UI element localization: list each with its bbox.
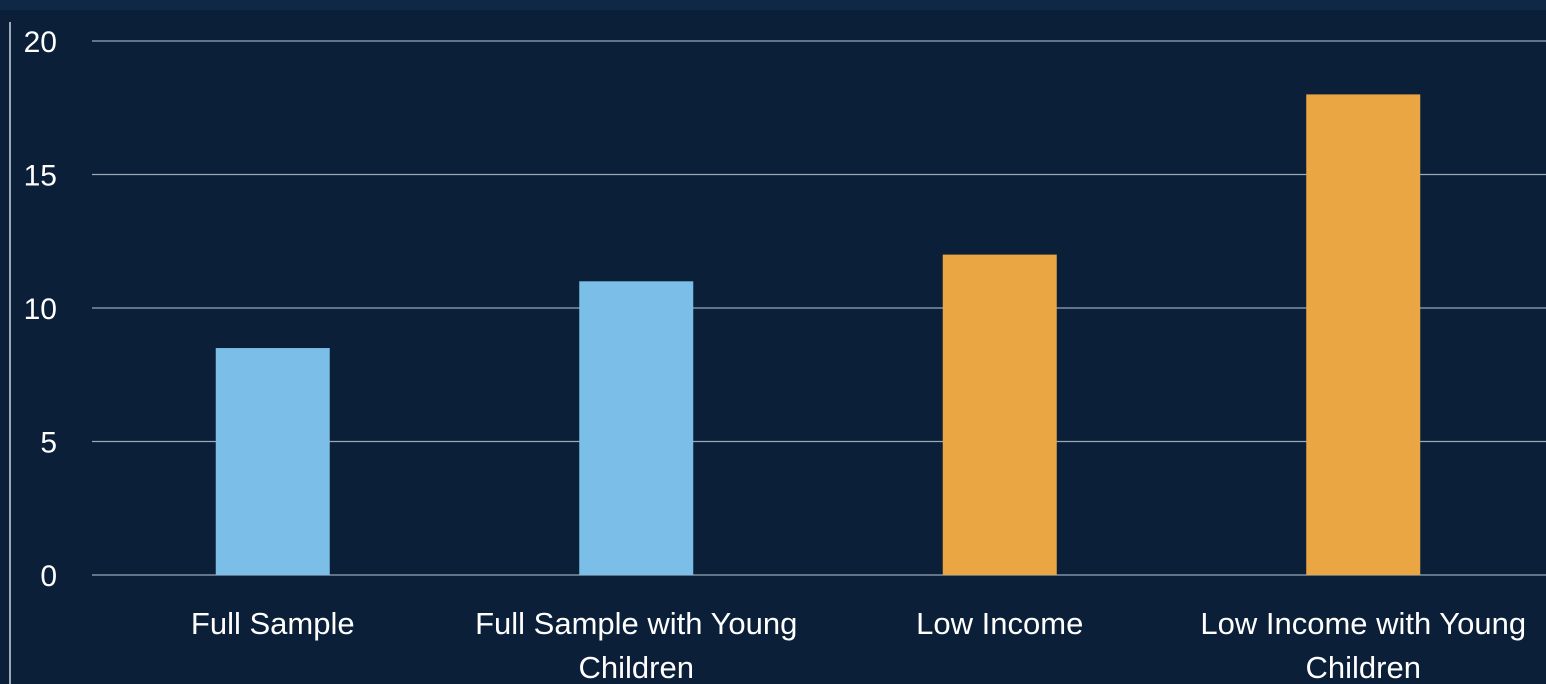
- bars: [215, 94, 1421, 576]
- bar-2: [942, 254, 1057, 575]
- top-band: [0, 0, 1546, 10]
- x-category-label-line: Low Income with Young: [1200, 606, 1526, 641]
- bar-0: [215, 348, 330, 575]
- y-tick-label-10: 10: [24, 293, 57, 326]
- x-category-label-line: Full Sample with Young: [475, 606, 797, 641]
- x-category-label-1: Full Sample with Young Children: [475, 606, 797, 684]
- x-category-label-line: Children: [1306, 650, 1421, 684]
- y-tick-label-0: 0: [40, 560, 57, 593]
- x-category-label-0: Full Sample: [191, 606, 355, 641]
- y-tick-label-20: 20: [24, 26, 57, 59]
- y-tick-label-5: 5: [40, 427, 57, 460]
- x-category-labels: Full Sample Full Sample with Young Childre…: [191, 606, 1526, 684]
- bar-1: [579, 281, 694, 575]
- x-category-label-line: Full Sample: [191, 606, 355, 641]
- x-category-label-3: Low Income with Young Children: [1200, 606, 1526, 684]
- x-category-label-line: Low Income: [916, 606, 1083, 641]
- y-tick-labels: 0 5 10 15 20: [24, 26, 57, 593]
- x-category-label-line: Children: [579, 650, 694, 684]
- y-tick-label-15: 15: [24, 160, 57, 193]
- x-category-label-2: Low Income: [916, 606, 1083, 641]
- gridlines: [92, 40, 1546, 576]
- bar-3: [1306, 94, 1421, 576]
